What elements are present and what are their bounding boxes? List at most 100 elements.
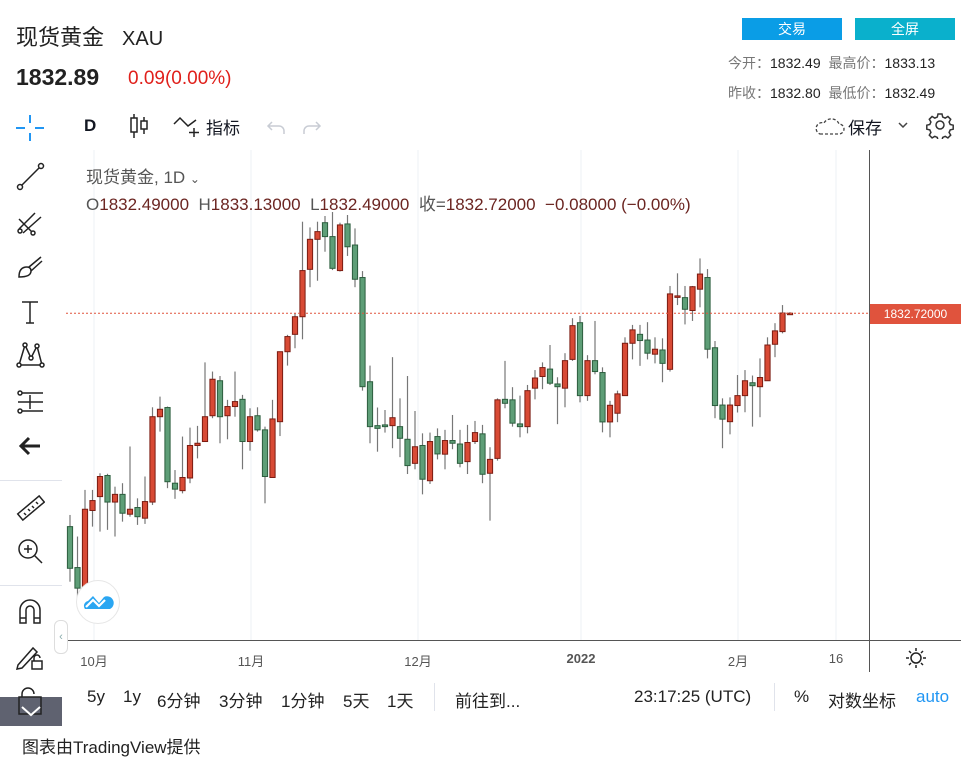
candle [704,269,711,359]
candle-body [389,417,396,427]
candle [306,227,314,288]
time-axis-line [66,640,961,641]
candle-body [651,348,659,355]
goto-date-button[interactable]: 前往到... [455,692,521,711]
magnet-tool[interactable] [14,596,46,628]
candle [779,305,786,334]
candle-body [344,223,351,248]
indicators-button[interactable]: 指标 [172,112,240,140]
candle [554,377,561,425]
range-5d[interactable]: 5天 [343,692,370,711]
interval-button[interactable]: D [84,112,96,140]
candle-body [374,425,381,429]
candle [119,483,126,522]
save-menu-button[interactable] [896,118,910,137]
candle [314,221,321,281]
chevron-down-icon: ⌄ [189,172,200,186]
high-value: 1833.13 [884,55,936,71]
brush-icon [18,256,43,278]
prediction-tool[interactable] [14,386,46,418]
candle [539,362,546,390]
low-label: L [310,195,320,214]
instrument-name: 现货黄金 [16,25,105,50]
drawing-toolbar [0,0,62,757]
candle [104,473,111,530]
candle [126,446,134,517]
candle-body [74,567,81,589]
candle-body [449,440,456,444]
candle [89,489,96,527]
log-scale-toggle[interactable]: 对数坐标 [828,692,896,711]
candle-body [404,438,411,467]
candle-body [494,399,501,459]
candle [156,396,164,432]
percent-scale-toggle[interactable]: % [794,687,810,706]
fib-tool[interactable] [14,206,46,238]
candle [231,371,239,417]
range-5y[interactable]: 5y [87,687,105,706]
hide-toolbar-button[interactable] [14,430,46,462]
candle [726,397,734,435]
candle-body [756,377,764,388]
candle-body [749,382,756,387]
redo-button[interactable] [300,116,322,141]
tradingview-logo-button[interactable] [76,580,120,624]
candle-body [366,381,374,428]
text-tool[interactable] [14,296,46,328]
range-1d[interactable]: 1天 [387,692,414,711]
candle [674,273,681,306]
collapse-toolbar-handle[interactable]: ‹ [54,620,68,654]
candle [471,420,479,444]
candle-body [359,277,366,388]
trade-button[interactable]: 交易 [742,18,842,40]
auto-scale-toggle[interactable]: auto [916,687,950,706]
pattern-tool[interactable] [14,339,46,371]
zoom-in-tool[interactable] [14,535,46,567]
toolbar-divider [0,480,62,481]
candle [224,399,231,440]
price-axis-line [869,150,870,672]
candle-body [734,395,741,407]
save-button[interactable]: 保存 [812,112,882,140]
candlestick-chart[interactable] [66,150,870,640]
candle-body [711,347,719,407]
candle [329,212,336,271]
low-value: 1832.49 [884,85,936,101]
chart-legend-title[interactable]: 现货黄金, 1D ⌄ [86,163,200,188]
candle-body [561,360,569,389]
legend-title: 现货黄金, 1D [86,168,186,187]
fullscreen-button[interactable]: 全屏 [855,18,955,40]
lock-drawings-tool[interactable] [14,641,46,673]
range-1y[interactable]: 1y [123,687,141,706]
candle [276,351,284,437]
candle-body [456,443,464,464]
candle [96,473,104,532]
candle [501,360,509,409]
undo-button[interactable] [266,116,288,141]
ruler-tool[interactable] [14,492,46,524]
more-tools-button[interactable] [0,687,62,726]
chart-type-button[interactable] [128,112,150,145]
candles-icon [130,114,148,138]
candle [561,353,569,408]
settings-button[interactable] [926,111,954,144]
candle [546,345,554,385]
crosshair-tool[interactable] [14,112,46,144]
candle-body [741,380,749,397]
candle-body [186,444,194,479]
range-6min[interactable]: 6分钟 [157,692,201,711]
brush-tool[interactable] [14,252,46,284]
range-3min[interactable]: 3分钟 [219,692,263,711]
candle-body [764,344,771,382]
candle [404,376,411,475]
trend-line-tool[interactable] [14,160,46,192]
candle-body [486,458,494,474]
open-label: O [86,195,100,214]
axis-settings-button[interactable] [904,646,928,675]
range-1min[interactable]: 1分钟 [281,692,325,711]
candle [194,425,201,459]
x-tick-label: 12月 [404,654,432,669]
candle [201,362,209,443]
indicators-label: 指标 [206,118,240,138]
candle-body [284,336,291,353]
